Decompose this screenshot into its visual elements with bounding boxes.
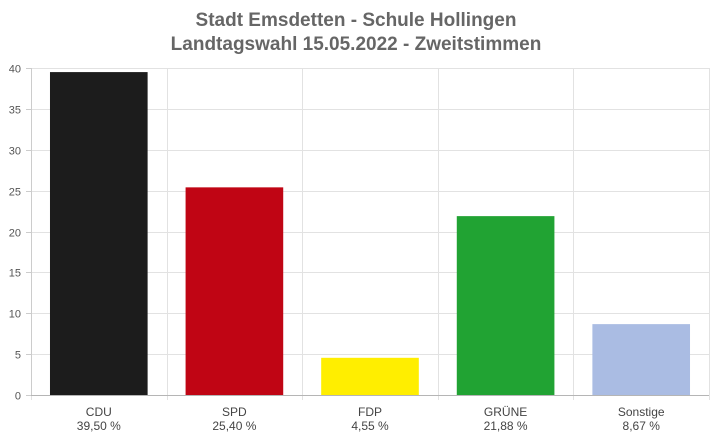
bar-gr-ne xyxy=(456,216,555,395)
chart-axes xyxy=(26,68,709,396)
x-category-label: SPD xyxy=(222,405,247,419)
bar-cdu xyxy=(49,72,148,396)
chart-bars xyxy=(49,72,691,396)
x-value-label: 21,88 % xyxy=(484,419,528,433)
x-value-label: 4,55 % xyxy=(351,419,389,433)
chart-title-line-2: Landtagswahl 15.05.2022 - Zweitstimmen xyxy=(170,34,542,55)
y-tick-label: 40 xyxy=(9,64,21,76)
y-tick-label: 0 xyxy=(15,391,21,403)
bar-sonstige xyxy=(592,324,691,395)
x-category-label: GRÜNE xyxy=(484,405,527,419)
bar-fdp xyxy=(321,357,419,395)
x-value-label: 39,50 % xyxy=(77,419,121,433)
y-tick-label: 5 xyxy=(15,350,21,362)
x-category-label: FDP xyxy=(358,405,382,419)
x-category-label: Sonstige xyxy=(618,405,665,419)
y-tick-label: 30 xyxy=(9,146,21,158)
y-tick-label: 25 xyxy=(9,187,21,199)
y-tick-label: 20 xyxy=(9,228,21,240)
x-category-label: CDU xyxy=(86,405,112,419)
chart-title-line-1: Stadt Emsdetten - Schule Hollingen xyxy=(195,10,517,31)
y-tick-label: 35 xyxy=(9,105,21,117)
x-value-label: 8,67 % xyxy=(623,419,661,433)
bar-spd xyxy=(185,187,284,395)
y-tick-label: 10 xyxy=(9,309,21,321)
y-tick-label: 15 xyxy=(9,268,21,280)
x-value-label: 25,40 % xyxy=(212,419,256,433)
